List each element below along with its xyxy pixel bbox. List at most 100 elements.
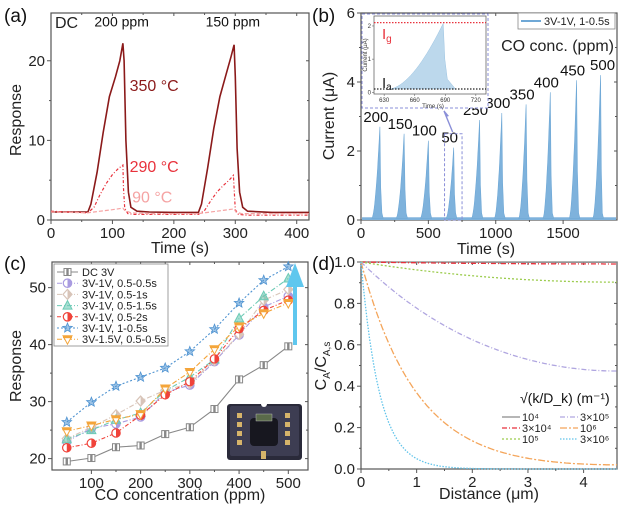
peak-250 [470, 119, 484, 219]
annotation-label: 200 ppm [94, 14, 148, 30]
inset-x-tick-label: 630 [379, 98, 390, 104]
marker-triangle [258, 290, 270, 301]
panel-a-plot-area: 0 100 200 300 400 0 10 20 200 ppm 150 ppm 350 °C 29… [28, 12, 310, 242]
marker-star [208, 323, 221, 335]
panel-d-ylabel: CA/CA,s [313, 342, 333, 391]
panel-b-legend: 3V-1V, 1-0.5s [517, 12, 616, 30]
chip-notch [261, 404, 267, 407]
x-tick-label: 300 [223, 225, 248, 242]
marker-triangle-down-fill [185, 368, 195, 371]
x-tick-label: 1 [412, 474, 420, 491]
chip-pad-left [237, 413, 242, 418]
panel-b-label: (b) [312, 6, 335, 27]
marker-triangle [233, 312, 245, 323]
peak-label: 100 [412, 123, 437, 140]
series-line [66, 288, 289, 440]
ia-subscript: a [386, 82, 392, 93]
legend-entry-label: 3V-1V, 1-0.5s [544, 16, 610, 28]
marker-circle-half [165, 390, 170, 399]
peak-label: 500 [590, 57, 615, 74]
series-line-350C [51, 43, 309, 214]
peak-label: 350 [510, 86, 535, 103]
marker-square-fill [90, 454, 93, 462]
marker-triangle-down-fill [259, 309, 269, 313]
chip-pad-bottom [261, 451, 266, 459]
chip-cavity [250, 418, 278, 446]
inset-peak [389, 23, 456, 90]
marker-circle-half [116, 428, 121, 438]
x-tick-label: 4 [579, 474, 587, 491]
y-tick-label: 0.6 [334, 337, 355, 354]
trend-arrow-shaft [293, 283, 297, 345]
x-tick-label: 0 [357, 225, 365, 242]
series-line-3×10⁴ [361, 261, 617, 265]
marker-triangle-down-fill [209, 345, 219, 349]
x-tick-label: 2 [468, 474, 476, 491]
ylabel-sub-a: A [322, 372, 333, 379]
panel-c-ylabel: Response [8, 330, 25, 402]
marker-star [110, 380, 122, 392]
y-tick-label: 30 [29, 394, 46, 411]
marker-triangle-down-fill [283, 299, 293, 303]
baseline-band [362, 217, 616, 220]
x-tick-label: 0 [357, 474, 365, 491]
peak-450 [568, 80, 581, 219]
legend-entry-label: 3×10⁴ [522, 423, 552, 435]
inset: 630 660 690 720 0 1 2 Time (s) Current (μA) Ig Ia [361, 13, 489, 110]
peak-label: 200 [363, 109, 388, 126]
sensor-chip-image [227, 404, 302, 460]
marker-star [85, 396, 98, 408]
inset-xlabel: Time (s) [422, 104, 444, 110]
peak-500 [592, 75, 604, 219]
peak-300 [493, 112, 506, 219]
y-tick-label: 0.0 [334, 461, 355, 478]
series-line-3×10⁶ [360, 261, 617, 470]
annotation-label: 150 ppm [206, 14, 260, 30]
series-line [66, 266, 289, 423]
marker-star [159, 361, 172, 373]
panel-d: (d) 0 1 2 3 4 0.0 0.2 0.4 0.6 0.8 1.0 √(k/D_k) (m⁻¹… [312, 254, 618, 503]
marker-triangle-down-fill [160, 385, 170, 388]
panel-d-xlabel: Distance (μm) [439, 486, 539, 503]
y-tick-label: 0.4 [334, 378, 355, 395]
marker-square-fill [237, 375, 241, 383]
y-tick-label: 0.2 [334, 420, 355, 437]
panel-b-subtitle: CO conc. (ppm) [501, 38, 614, 55]
highlight-box [444, 133, 463, 221]
panel-a: (a) 0 100 200 300 400 0 10 20 200 ppm 150 ppm 350 … [4, 6, 310, 257]
panel-d-label: (d) [312, 254, 335, 275]
marker-circle-half [67, 312, 72, 321]
x-tick-label: 1000 [479, 225, 512, 242]
series-dc-3v [62, 342, 293, 466]
y-tick-label: 10 [28, 132, 45, 149]
chip-pad-right [285, 413, 290, 418]
marker-star [233, 296, 245, 308]
series-line-290C [50, 163, 309, 216]
peak-150 [395, 133, 408, 219]
legend-entry-label: 3V-1V, 0.5-0.5s [82, 278, 157, 290]
chip-pad-left [237, 422, 242, 427]
legend-entry-label: 3V-1.5V, 0.5-0.5s [82, 334, 166, 346]
marker-star [257, 274, 270, 286]
marker-star [184, 345, 196, 357]
ig-subscript: g [386, 34, 392, 45]
legend-entry-label: 10⁵ [522, 434, 539, 446]
legend-title: √(k/D_k) (m⁻¹) [520, 390, 610, 406]
marker-triangle-down-fill [63, 335, 72, 339]
x-tick-label: 100 [100, 225, 125, 242]
peak-label: 150 [388, 116, 413, 133]
marker-square-fill [139, 441, 142, 449]
marker-circle-half [214, 354, 219, 364]
y-tick-label: 2 [347, 143, 355, 160]
marker-square-fill [188, 423, 192, 431]
marker-star [282, 260, 295, 272]
inset-x-tick-label: 720 [471, 98, 482, 104]
y-tick-label: 40 [29, 337, 46, 354]
marker-square-fill [66, 268, 69, 276]
panel-b-ylabel: Current (μA) [321, 72, 338, 160]
legend-entry-label: 3V-1V, 0.5-1.5s [82, 301, 157, 313]
inset-y-tick-label: 0 [368, 90, 372, 96]
